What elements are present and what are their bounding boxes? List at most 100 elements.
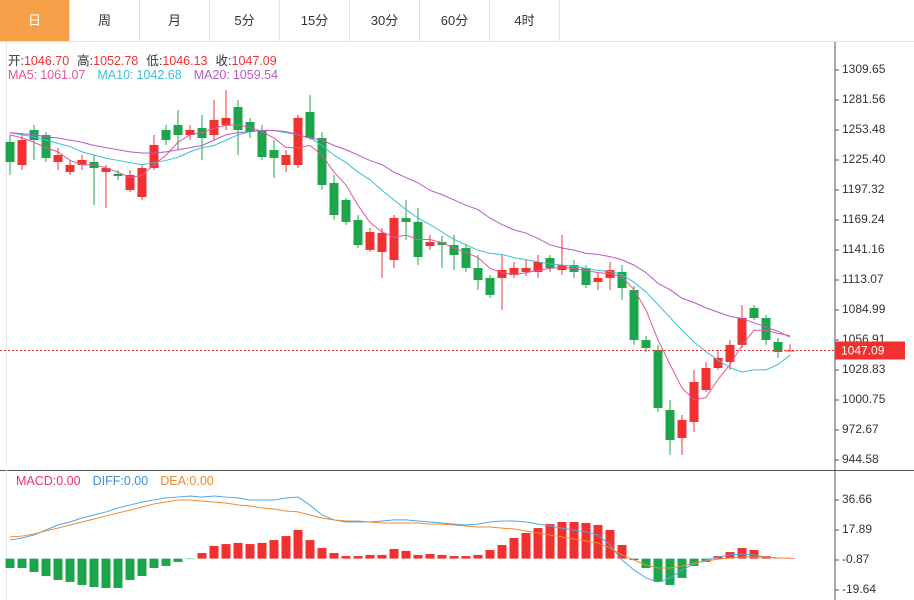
- readout-value: 1047.09: [231, 54, 277, 68]
- readout-label: 高:: [77, 54, 94, 68]
- readout-value: 0.00: [123, 474, 149, 488]
- macd-bar: [437, 554, 447, 559]
- legend-value: 1042.68: [136, 68, 182, 82]
- candle-body: [101, 168, 111, 172]
- legend-value: 1061.07: [40, 68, 86, 82]
- candle-body: [173, 124, 183, 136]
- y-tick-label: 1113.07: [842, 272, 884, 286]
- macd-bar: [569, 521, 579, 559]
- candle-body: [353, 219, 363, 246]
- y-tick-label: -19.64: [842, 582, 876, 596]
- macd-bar: [677, 558, 687, 578]
- candle-body: [221, 117, 231, 125]
- y-tick-label: 17.89: [842, 522, 872, 536]
- candle-body: [305, 112, 315, 138]
- ohlc-readout: 开:1046.70 高:1052.78 低:1046.13 收:1047.09: [8, 50, 285, 69]
- candle-body: [293, 117, 303, 166]
- macd-readout: MACD:0.00 DIFF:0.00 DEA:0.00: [16, 474, 226, 488]
- candle-body: [425, 242, 435, 247]
- tab[interactable]: 5分: [210, 0, 280, 41]
- candle-body: [701, 367, 711, 391]
- candle-body: [113, 173, 123, 177]
- macd-bar: [425, 553, 435, 559]
- line: [9, 130, 791, 373]
- y-tick-label: 1309.65: [842, 62, 886, 76]
- tab[interactable]: 4时: [490, 0, 560, 41]
- macd-bar: [377, 554, 387, 559]
- candle-body: [377, 232, 387, 252]
- candle-body: [521, 268, 531, 272]
- macd-bar: [485, 549, 495, 559]
- candle-body: [509, 268, 519, 275]
- macd-bar: [533, 528, 543, 559]
- tab[interactable]: 日: [0, 0, 70, 41]
- readout-value: 0.00: [189, 474, 214, 488]
- price-tag: 1047.09: [841, 344, 885, 358]
- candle-body: [401, 218, 411, 222]
- candle-body: [389, 218, 399, 260]
- legend-label: MA5:: [8, 68, 38, 82]
- y-tick-label: 36.66: [842, 492, 872, 506]
- candle-body: [341, 199, 351, 222]
- macd-bar: [149, 558, 159, 569]
- macd-bar: [41, 558, 51, 577]
- candle-body: [329, 182, 339, 216]
- line: [9, 495, 790, 583]
- candle-body: [149, 144, 159, 169]
- candle-body: [233, 107, 243, 130]
- tab[interactable]: 周: [70, 0, 140, 41]
- macd-bar: [221, 544, 231, 559]
- y-tick-label: 1000.75: [842, 392, 886, 406]
- readout-label: DIFF:: [92, 474, 124, 488]
- tab[interactable]: 60分: [420, 0, 490, 41]
- candle-body: [257, 129, 267, 158]
- candle-body: [317, 137, 327, 186]
- readout-label: 低:: [146, 54, 163, 68]
- candle-body: [461, 248, 471, 269]
- macd-bar: [305, 540, 315, 559]
- macd-bar: [557, 521, 567, 559]
- tab[interactable]: 月: [140, 0, 210, 41]
- candle-body: [773, 341, 783, 352]
- candle-body: [281, 154, 291, 166]
- macd-bar: [593, 525, 603, 559]
- candle-body: [161, 129, 171, 141]
- macd-bar: [629, 558, 639, 561]
- candle-body: [77, 160, 87, 166]
- tab[interactable]: 30分: [350, 0, 420, 41]
- line: [9, 499, 790, 569]
- readout-label: 收:: [215, 54, 232, 68]
- y-tick-label: 944.58: [842, 452, 879, 466]
- candle-body: [617, 271, 627, 288]
- macd-bar: [617, 545, 627, 559]
- tab[interactable]: 15分: [280, 0, 350, 41]
- macd-bar: [257, 542, 267, 559]
- macd-bar: [197, 553, 207, 559]
- legend-label: MA20:: [193, 68, 230, 82]
- macd-bar: [101, 558, 111, 589]
- y-tick-label: 1028.83: [842, 362, 886, 376]
- macd-bar: [281, 536, 291, 559]
- macd-bar: [113, 558, 123, 589]
- macd-bar: [5, 558, 15, 569]
- y-tick-label: 1084.99: [842, 302, 886, 316]
- y-tick-label: 1141.16: [842, 242, 885, 256]
- macd-bar: [521, 533, 531, 559]
- candle-body: [713, 357, 723, 368]
- candle-body: [761, 318, 771, 341]
- candle-body: [689, 381, 699, 422]
- candle-body: [437, 242, 447, 246]
- macd-bar: [173, 558, 183, 562]
- macd-bar: [125, 558, 135, 581]
- candle-body: [269, 149, 279, 158]
- macd-bar: [413, 554, 423, 559]
- macd-bar: [473, 554, 483, 559]
- candle-body: [185, 129, 195, 136]
- macd-bar: [29, 558, 39, 573]
- macd-bar: [329, 553, 339, 559]
- readout-value: 0.00: [56, 474, 81, 488]
- candle-body: [749, 307, 759, 319]
- candle-body: [497, 270, 507, 278]
